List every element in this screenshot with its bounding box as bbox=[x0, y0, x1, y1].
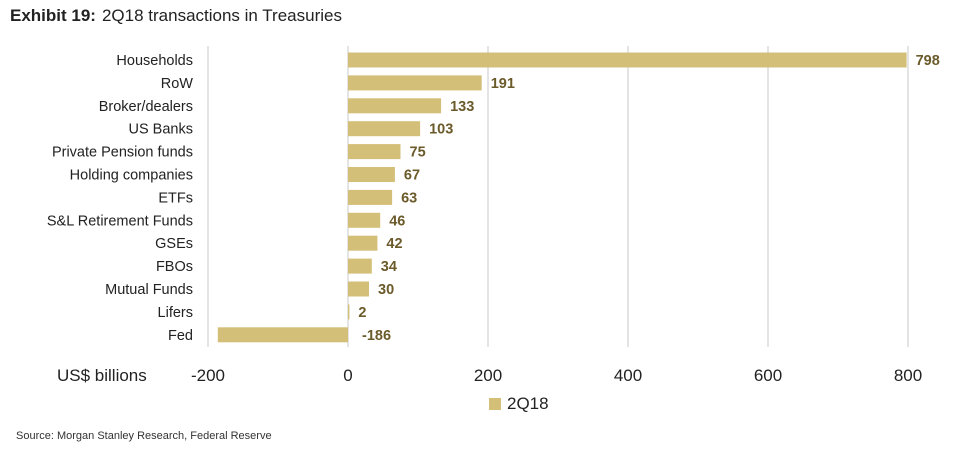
bar bbox=[348, 75, 482, 91]
bar bbox=[348, 281, 369, 297]
value-label: 42 bbox=[386, 236, 402, 252]
x-tick-label: 0 bbox=[343, 366, 352, 385]
title-text: 2Q18 transactions in Treasuries bbox=[101, 6, 342, 25]
category-label: Fed bbox=[168, 328, 193, 344]
gridlines bbox=[207, 46, 909, 347]
bar bbox=[348, 121, 421, 137]
bar bbox=[348, 304, 350, 320]
bar bbox=[348, 98, 442, 114]
x-tick-label: -200 bbox=[191, 366, 225, 385]
category-label: FBOs bbox=[156, 259, 193, 275]
chart-title: Exhibit 19: 2Q18 transactions in Treasuri… bbox=[10, 6, 342, 26]
x-tick-label: 600 bbox=[754, 366, 782, 385]
bar bbox=[348, 167, 395, 182]
value-label: 30 bbox=[378, 282, 394, 298]
legend-label: 2Q18 bbox=[507, 394, 549, 413]
exhibit-label: Exhibit 19: bbox=[10, 6, 96, 25]
legend: 2Q18 bbox=[489, 394, 549, 414]
category-labels: Households RoW Broker/dealers US Banks Priva… bbox=[47, 53, 193, 344]
value-label: 798 bbox=[916, 53, 940, 69]
value-label: 2 bbox=[358, 305, 366, 321]
x-tick-label: 200 bbox=[474, 366, 502, 385]
x-tick-label: 400 bbox=[614, 366, 642, 385]
value-label: 63 bbox=[401, 190, 417, 206]
category-label: S&L Retirement Funds bbox=[47, 213, 193, 229]
value-label: 103 bbox=[429, 122, 453, 138]
x-axis-ticks: -200 0 200 400 600 800 bbox=[191, 366, 922, 385]
x-axis-unit-label: US$ billions bbox=[57, 366, 147, 385]
value-label: 75 bbox=[410, 145, 426, 161]
category-label: US Banks bbox=[129, 122, 193, 138]
value-label: -186 bbox=[362, 328, 391, 344]
value-label: 133 bbox=[450, 99, 474, 115]
bar bbox=[348, 212, 381, 228]
category-label: Private Pension funds bbox=[52, 145, 193, 161]
bar bbox=[348, 235, 378, 251]
bar bbox=[348, 189, 393, 205]
bar bbox=[348, 52, 907, 68]
category-label: Holding companies bbox=[70, 168, 193, 184]
bar bbox=[348, 144, 401, 160]
legend-swatch bbox=[489, 398, 501, 410]
category-label: Lifers bbox=[158, 305, 193, 321]
category-label: Households bbox=[116, 53, 193, 69]
x-tick-label: 800 bbox=[894, 366, 922, 385]
value-label: 46 bbox=[389, 213, 405, 229]
category-label: GSEs bbox=[155, 236, 193, 252]
bar bbox=[217, 327, 348, 343]
category-label: RoW bbox=[161, 76, 194, 92]
category-label: Broker/dealers bbox=[99, 99, 193, 115]
category-label: ETFs bbox=[158, 190, 193, 206]
bars bbox=[217, 52, 907, 343]
bar bbox=[348, 258, 372, 274]
value-label: 34 bbox=[381, 259, 397, 275]
value-label: 191 bbox=[491, 76, 515, 92]
value-label: 67 bbox=[404, 168, 420, 184]
category-label: Mutual Funds bbox=[105, 282, 193, 298]
source-note: Source: Morgan Stanley Research, Federal… bbox=[16, 430, 272, 442]
